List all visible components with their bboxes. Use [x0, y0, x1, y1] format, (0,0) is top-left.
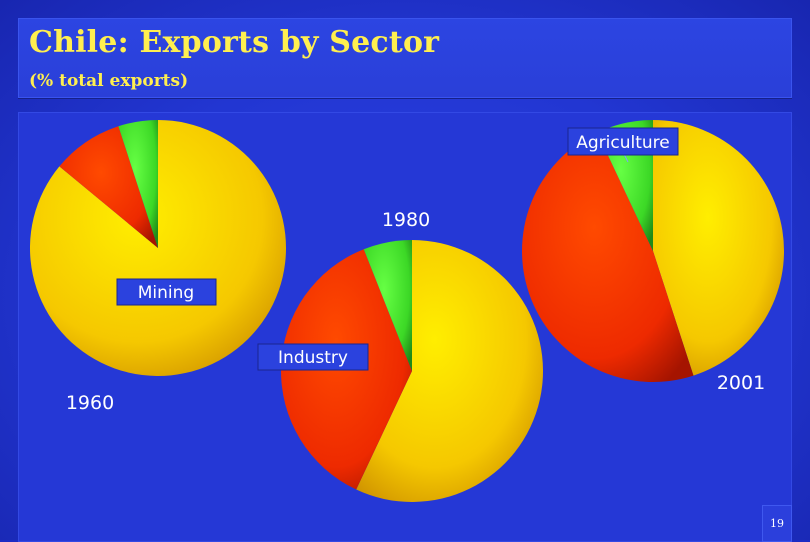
slice-2001-industry	[521, 132, 694, 383]
page-number: 19	[762, 505, 792, 542]
slice-1980-mining	[356, 240, 544, 502]
slice-2001-mining	[653, 120, 785, 376]
slice-1960-mining	[29, 120, 286, 376]
slice-1980-agriculture	[363, 240, 412, 371]
year-label-1960: 1960	[66, 392, 114, 414]
label-industry: Industry	[257, 343, 369, 371]
year-label-1980: 1980	[382, 209, 430, 231]
label-mining-text: Mining	[138, 283, 194, 303]
title-box: Chile: Exports by Sector (% total export…	[18, 18, 792, 98]
label-mining: Mining	[116, 278, 217, 306]
year-label-2001: 2001	[717, 372, 765, 394]
label-agriculture-text: Agriculture	[576, 133, 670, 153]
label-agriculture: Agriculture	[567, 127, 679, 156]
chart-title: Chile: Exports by Sector	[29, 25, 440, 60]
slice-1960-industry	[59, 126, 159, 248]
chart-subtitle: (% total exports)	[29, 71, 189, 91]
pie-1980	[281, 240, 544, 502]
slice-1960-agriculture	[118, 120, 158, 248]
label-industry-text: Industry	[278, 348, 348, 368]
pie-2001	[521, 120, 785, 383]
pie-1960	[29, 120, 286, 376]
